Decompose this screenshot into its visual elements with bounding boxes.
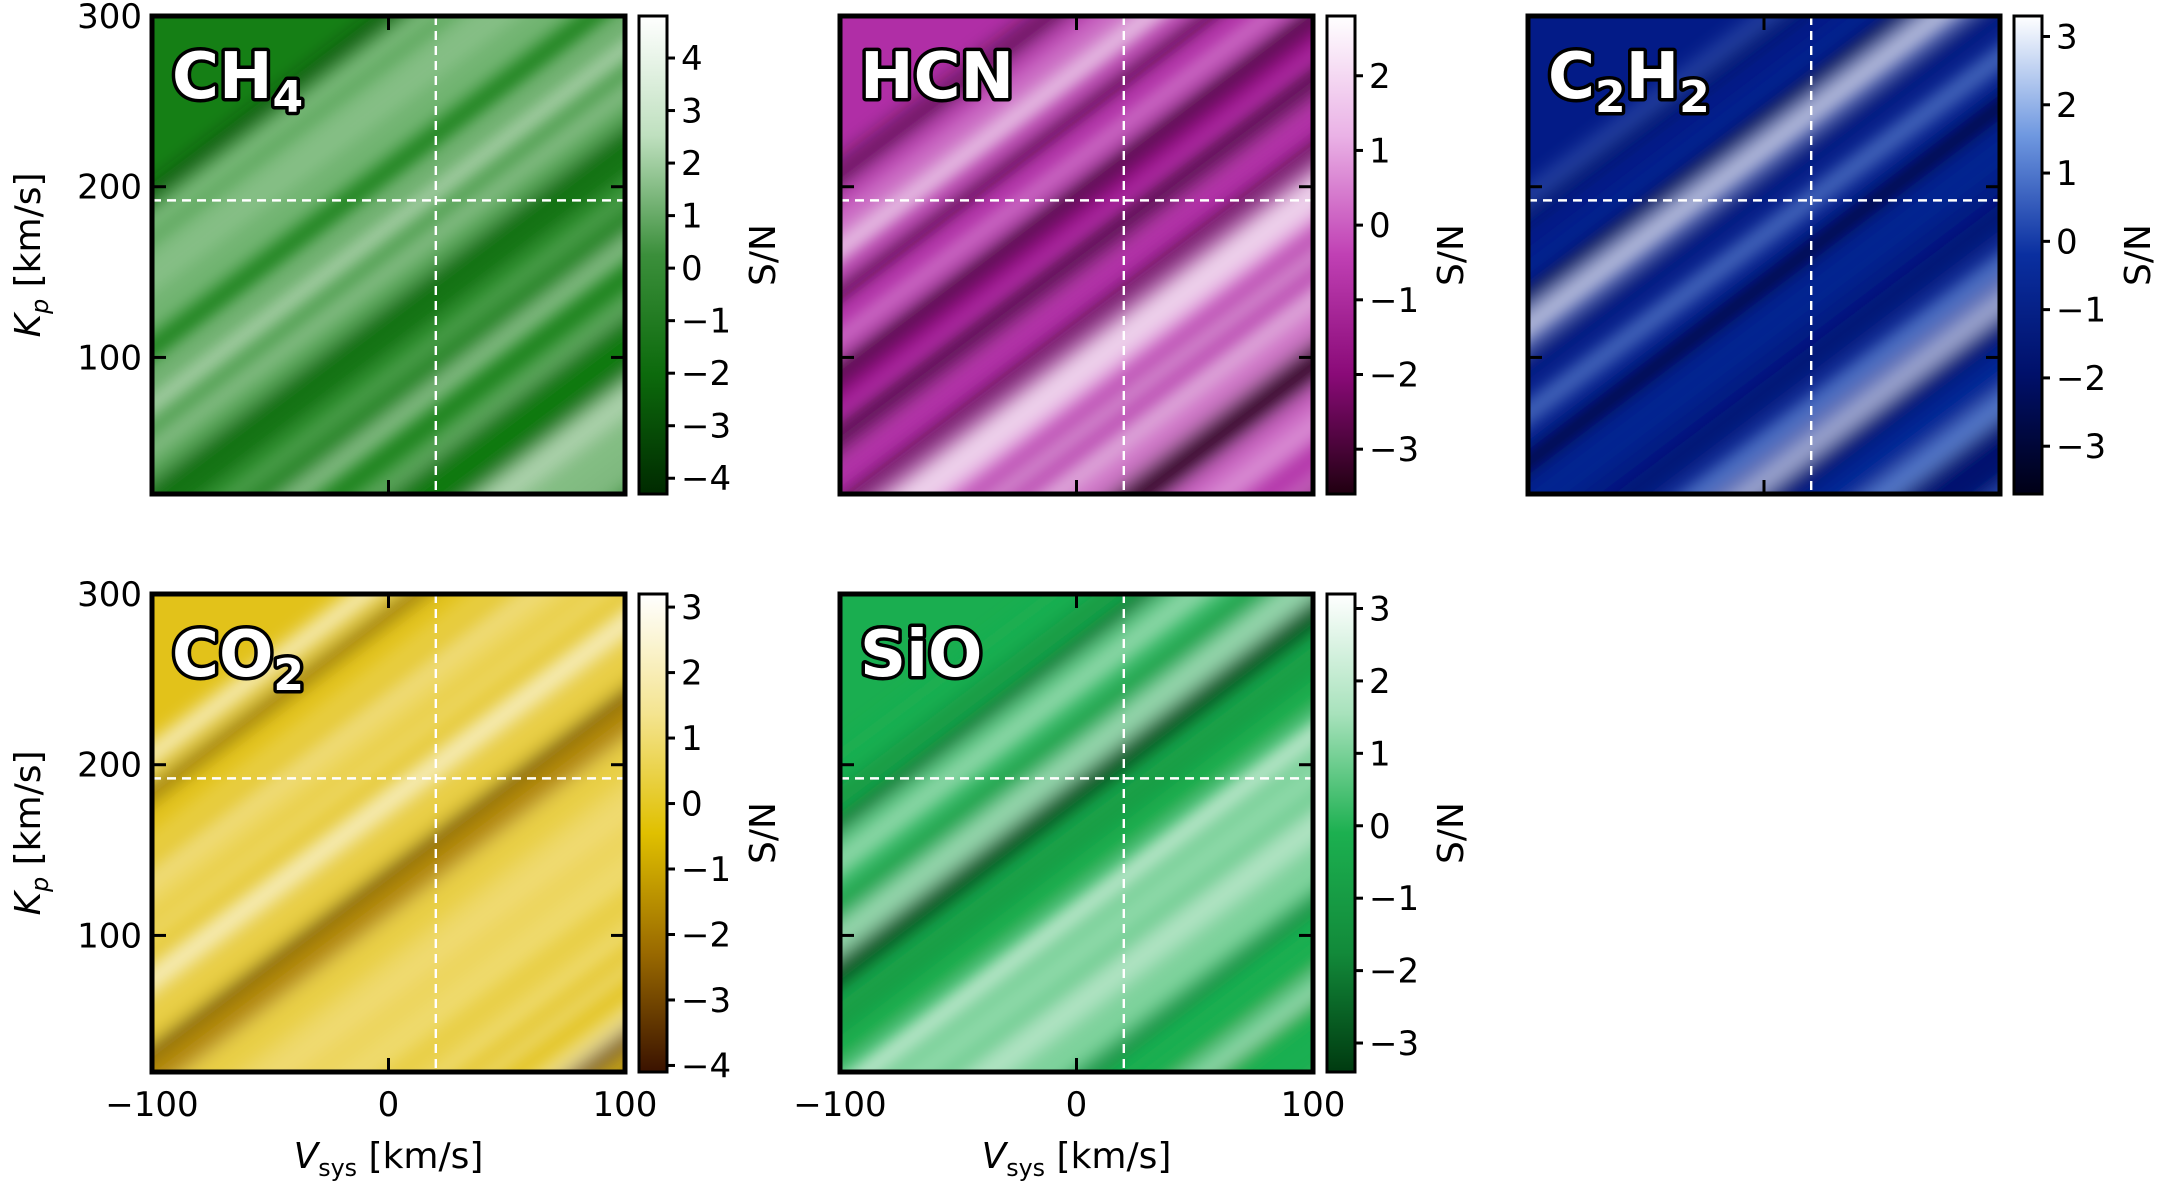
colorbar-tick-label: 3 [681,588,703,628]
colorbar-tick-label: −2 [681,354,731,394]
colorbar-label: S/N [2118,224,2159,286]
colorbar-frame [637,592,669,1074]
colorbar-tick-label: 1 [2056,154,2078,194]
colorbar-label: S/N [1431,224,1472,286]
heatmap-texture [1528,16,2000,494]
x-tick-label: 100 [593,1085,658,1125]
x-axis-label: Vsys [km/s] [982,1136,1172,1182]
colorbar-tick-label: 4 [681,39,703,79]
species-label: CO2 [172,618,304,701]
colorbar-tick-label: 0 [2056,222,2078,262]
heatmap-texture [840,594,1313,1072]
colorbar-tick-label: 0 [1369,807,1391,847]
x-tick-label: −100 [105,1085,198,1125]
colorbar-tick-label: −1 [681,302,731,342]
colorbar [2014,16,2042,494]
colorbar-tick-label: −3 [1369,1024,1419,1064]
y-tick-label: 200 [77,168,142,208]
colorbar-tick-label: 1 [681,719,703,759]
colorbar-frame [1325,592,1357,1074]
colorbar-tick-label: 2 [2056,86,2078,126]
colorbar-tick-label: −1 [1369,879,1419,919]
y-tick-label: 300 [77,0,142,37]
y-axis-label: Kp [km/s] [8,750,54,915]
colorbar-label: S/N [743,802,784,864]
colorbar-tick-label: −1 [1369,281,1419,321]
colorbar-tick-label: −3 [2056,427,2106,467]
colorbar-tick-label: 1 [1369,131,1391,171]
colorbar-frame [1325,14,1357,496]
colorbar-tick-label: −3 [681,407,731,447]
colorbar [1327,16,1355,494]
colorbar-tick-label: −1 [681,850,731,890]
x-tick-label: 0 [378,1085,400,1125]
colorbar-tick-label: 1 [1369,734,1391,774]
species-label: C2H2 [1548,40,1710,123]
colorbar-tick-label: −4 [681,459,731,499]
x-tick-label: 100 [1281,1085,1346,1125]
x-tick-label: 0 [1066,1085,1088,1125]
panel-3: 100 200 300 −100 0 100 Kp [km/s] Vsys [km/s] CO2… [8,575,784,1182]
colorbar-frame [637,14,669,496]
colorbar-tick-label: 0 [681,785,703,825]
x-axis-label: Vsys [km/s] [294,1136,484,1182]
colorbar-tick-label: 2 [1369,57,1391,97]
heatmap-texture [840,16,1313,494]
colorbar-tick-label: −1 [2056,291,2106,331]
colorbar-tick-label: 0 [681,249,703,289]
colorbar-tick-label: −3 [1369,430,1419,470]
colorbar-tick-label: −2 [2056,359,2106,399]
colorbar-tick-label: 3 [2056,17,2078,57]
colorbar-tick-label: −3 [681,981,731,1021]
colorbar-tick-label: 2 [681,654,703,694]
colorbar-tick-label: 1 [681,197,703,237]
colorbar [639,16,667,494]
colorbar-tick-label: −4 [681,1046,731,1086]
colorbar-tick-label: −2 [1369,356,1419,396]
colorbar-tick-label: 0 [1369,206,1391,246]
y-tick-label: 100 [77,338,142,378]
colorbar [1327,594,1355,1072]
colorbar-tick-label: 3 [681,92,703,132]
colorbar-tick-label: 2 [681,144,703,184]
colorbar-label: S/N [743,224,784,286]
y-tick-label: 200 [77,746,142,786]
y-tick-label: 100 [77,916,142,956]
x-tick-label: −100 [793,1085,886,1125]
y-tick-label: 300 [77,575,142,615]
y-axis-label: Kp [km/s] [8,172,54,337]
colorbar-tick-label: 2 [1369,662,1391,702]
heatmap-texture [152,16,625,494]
species-label: HCN [860,40,1014,114]
colorbar-tick-label: −2 [681,915,731,955]
colorbar-tick-label: −2 [1369,952,1419,992]
colorbar [639,594,667,1072]
colorbar-label: S/N [1431,802,1472,864]
colorbar-tick-label: 3 [1369,589,1391,629]
colorbar-frame [2012,14,2044,496]
species-label: CH4 [172,40,303,123]
species-label: SiO [860,618,982,692]
